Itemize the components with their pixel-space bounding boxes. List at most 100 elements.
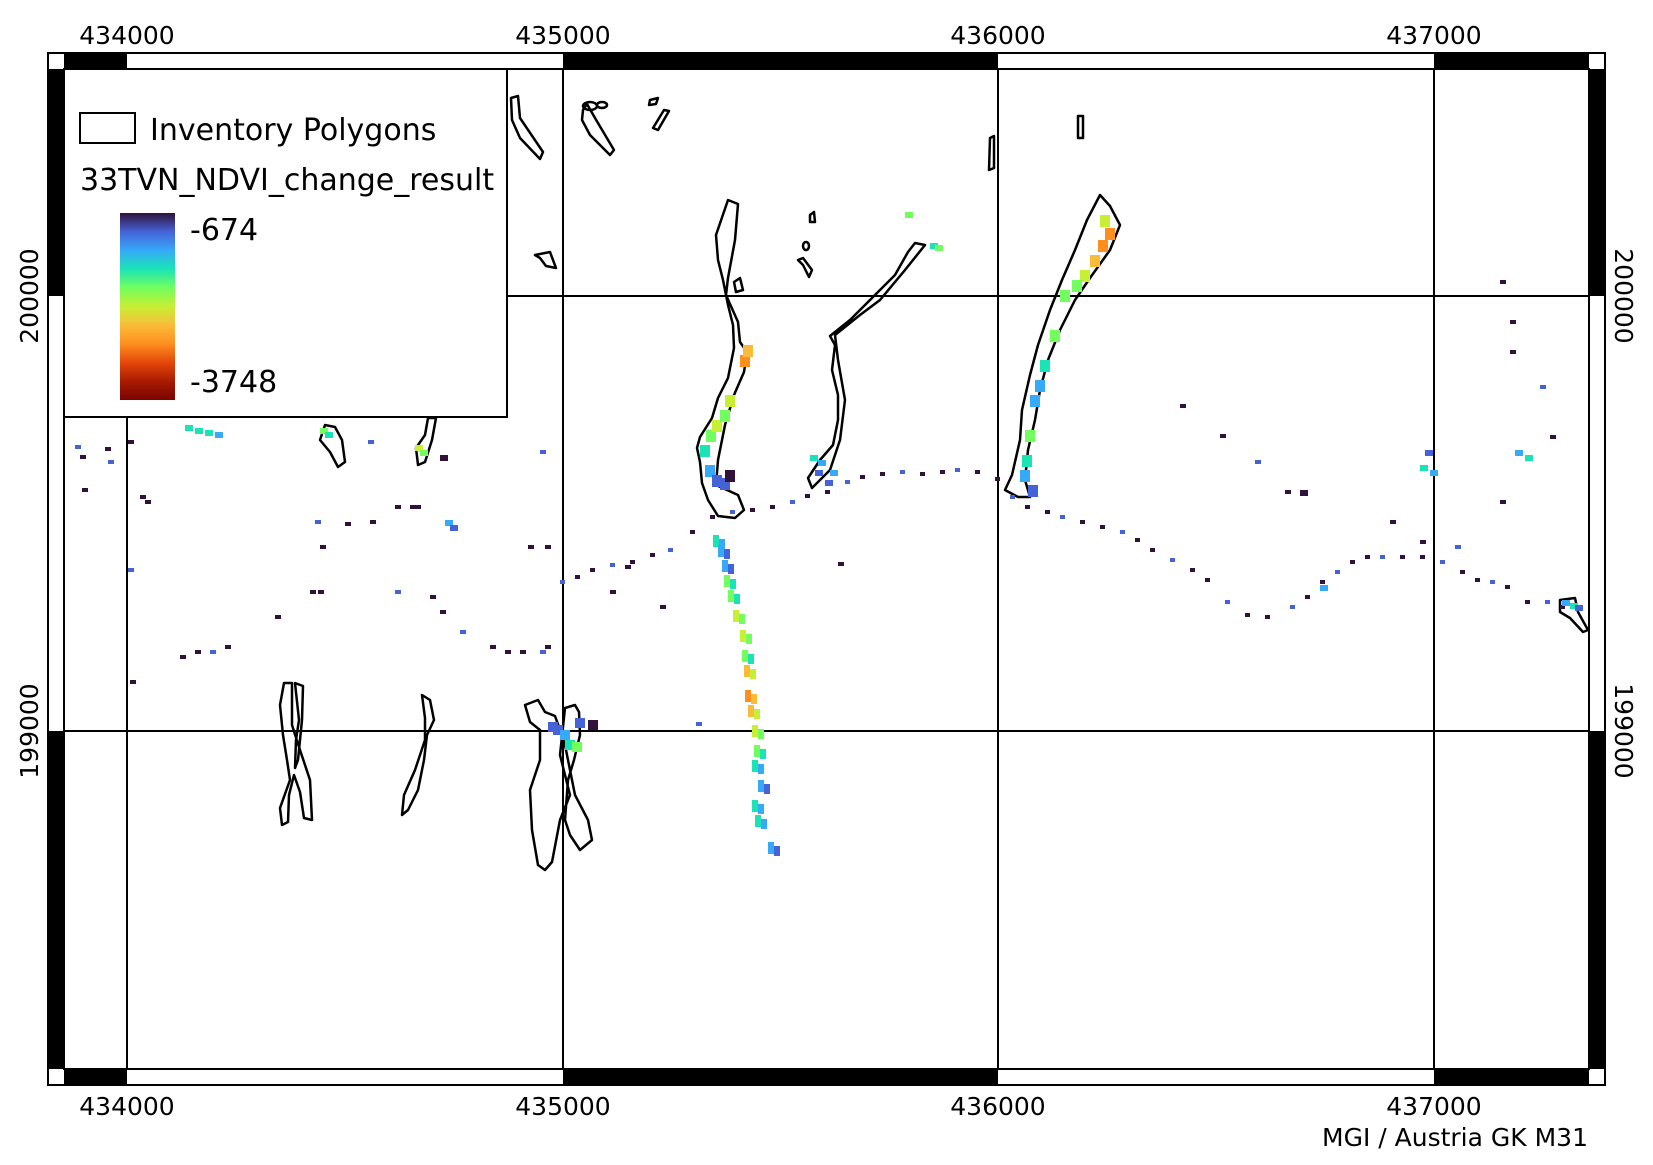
raster-pixel	[82, 488, 88, 492]
raster-pixel	[505, 650, 511, 654]
raster-pixel	[1135, 538, 1140, 542]
raster-pixel	[719, 539, 725, 549]
raster-pixel	[830, 470, 838, 476]
polygon	[647, 96, 660, 107]
y-tick-label: 200000	[15, 248, 44, 343]
raster-legend-title: 33TVN_NDVI_change_result	[80, 163, 494, 198]
raster-pixel	[565, 740, 575, 750]
y-tick-labels-left: 200000 199000	[15, 248, 44, 778]
raster-pixel	[325, 432, 333, 438]
raster-pixel	[410, 505, 416, 509]
raster-pixel	[900, 470, 905, 474]
raster-pixel	[1220, 434, 1226, 438]
raster-pixel	[460, 630, 466, 634]
polygon	[533, 250, 558, 270]
raster-pixel	[553, 725, 563, 735]
raster-pixel	[748, 705, 754, 717]
raster-pixel	[1010, 495, 1015, 499]
raster-pixel	[1255, 460, 1261, 464]
raster-pixel	[746, 634, 752, 644]
raster-pixel	[770, 505, 775, 509]
raster-pixel	[128, 568, 134, 572]
raster-pixel	[590, 568, 595, 572]
raster-pixel	[818, 460, 826, 466]
raster-pixel	[1045, 510, 1050, 514]
raster-pixel	[754, 709, 760, 719]
raster-pixel	[1350, 560, 1355, 564]
raster-pixel	[130, 680, 136, 684]
raster-pixel	[1285, 490, 1291, 494]
raster-pixel	[720, 410, 730, 422]
raster-pixel	[728, 564, 734, 574]
raster-pixel	[1545, 600, 1550, 604]
raster-pixel	[560, 580, 565, 584]
raster-pixel	[1525, 455, 1533, 461]
polygon	[695, 198, 749, 520]
raster-pixel	[1098, 240, 1108, 252]
raster-pixel	[588, 720, 598, 730]
polygon-legend-label: Inventory Polygons	[150, 113, 436, 148]
raster-pixel	[1030, 395, 1040, 407]
raster-pixel	[940, 470, 945, 474]
raster-pixel	[1575, 605, 1583, 611]
raster-pixel	[1060, 515, 1065, 519]
raster-pixel	[490, 645, 496, 649]
raster-pixel	[955, 468, 960, 472]
raster-pixel	[758, 729, 764, 739]
y-tick-label: 200000	[1609, 248, 1638, 343]
raster-pixel	[205, 430, 213, 436]
raster-pixel	[1420, 540, 1426, 544]
raster-pixel	[728, 590, 734, 602]
raster-pixel	[660, 605, 666, 609]
raster-pixel	[1525, 600, 1530, 604]
raster-pixel	[668, 548, 673, 552]
raster-pixel	[210, 650, 216, 654]
raster-pixel	[395, 590, 401, 594]
raster-pixel	[1245, 613, 1250, 617]
raster-pixel	[825, 490, 830, 494]
raster-pixel	[724, 575, 730, 587]
raster-pixel	[1100, 215, 1110, 227]
raster-pixel	[1500, 280, 1506, 284]
raster-pixel	[540, 450, 546, 454]
ramp-min-label: -3748	[190, 365, 277, 400]
raster-pixel	[815, 470, 823, 476]
raster-pixel	[761, 819, 767, 829]
raster-pixel	[739, 614, 745, 624]
raster-pixel	[180, 655, 186, 659]
x-tick-label: 435000	[515, 21, 610, 50]
raster-pixel	[720, 478, 730, 490]
raster-pixel	[755, 815, 761, 827]
polygon	[1076, 114, 1085, 140]
raster-pixel	[1205, 578, 1210, 582]
raster-pixel	[768, 842, 774, 854]
raster-pixel	[810, 455, 818, 461]
polygon	[806, 241, 927, 490]
x-tick-label: 436000	[950, 21, 1045, 50]
raster-pixel	[718, 545, 724, 557]
raster-pixel	[790, 500, 795, 504]
raster-pixel	[880, 472, 885, 476]
polygon	[732, 276, 745, 294]
raster-pixel	[1040, 360, 1050, 372]
raster-pixel	[575, 718, 585, 728]
raster-pixel	[225, 645, 231, 649]
raster-pixel	[1570, 603, 1578, 609]
raster-pixel	[140, 495, 146, 499]
raster-pixel	[572, 742, 582, 752]
raster-pixel	[1100, 525, 1105, 529]
raster-pixel	[700, 445, 710, 457]
raster-pixel	[1430, 470, 1438, 476]
raster-pixel	[1025, 430, 1035, 442]
raster-pixel	[1562, 600, 1570, 606]
raster-pixel	[1090, 255, 1100, 267]
raster-pixel	[1365, 555, 1370, 559]
raster-pixel	[1105, 228, 1115, 240]
raster-pixel	[610, 590, 616, 594]
raster-pixel	[754, 745, 760, 757]
raster-pixel	[630, 560, 635, 564]
raster-pixel	[545, 545, 551, 549]
raster-pixel	[750, 508, 755, 512]
raster-pixel	[1455, 545, 1461, 549]
